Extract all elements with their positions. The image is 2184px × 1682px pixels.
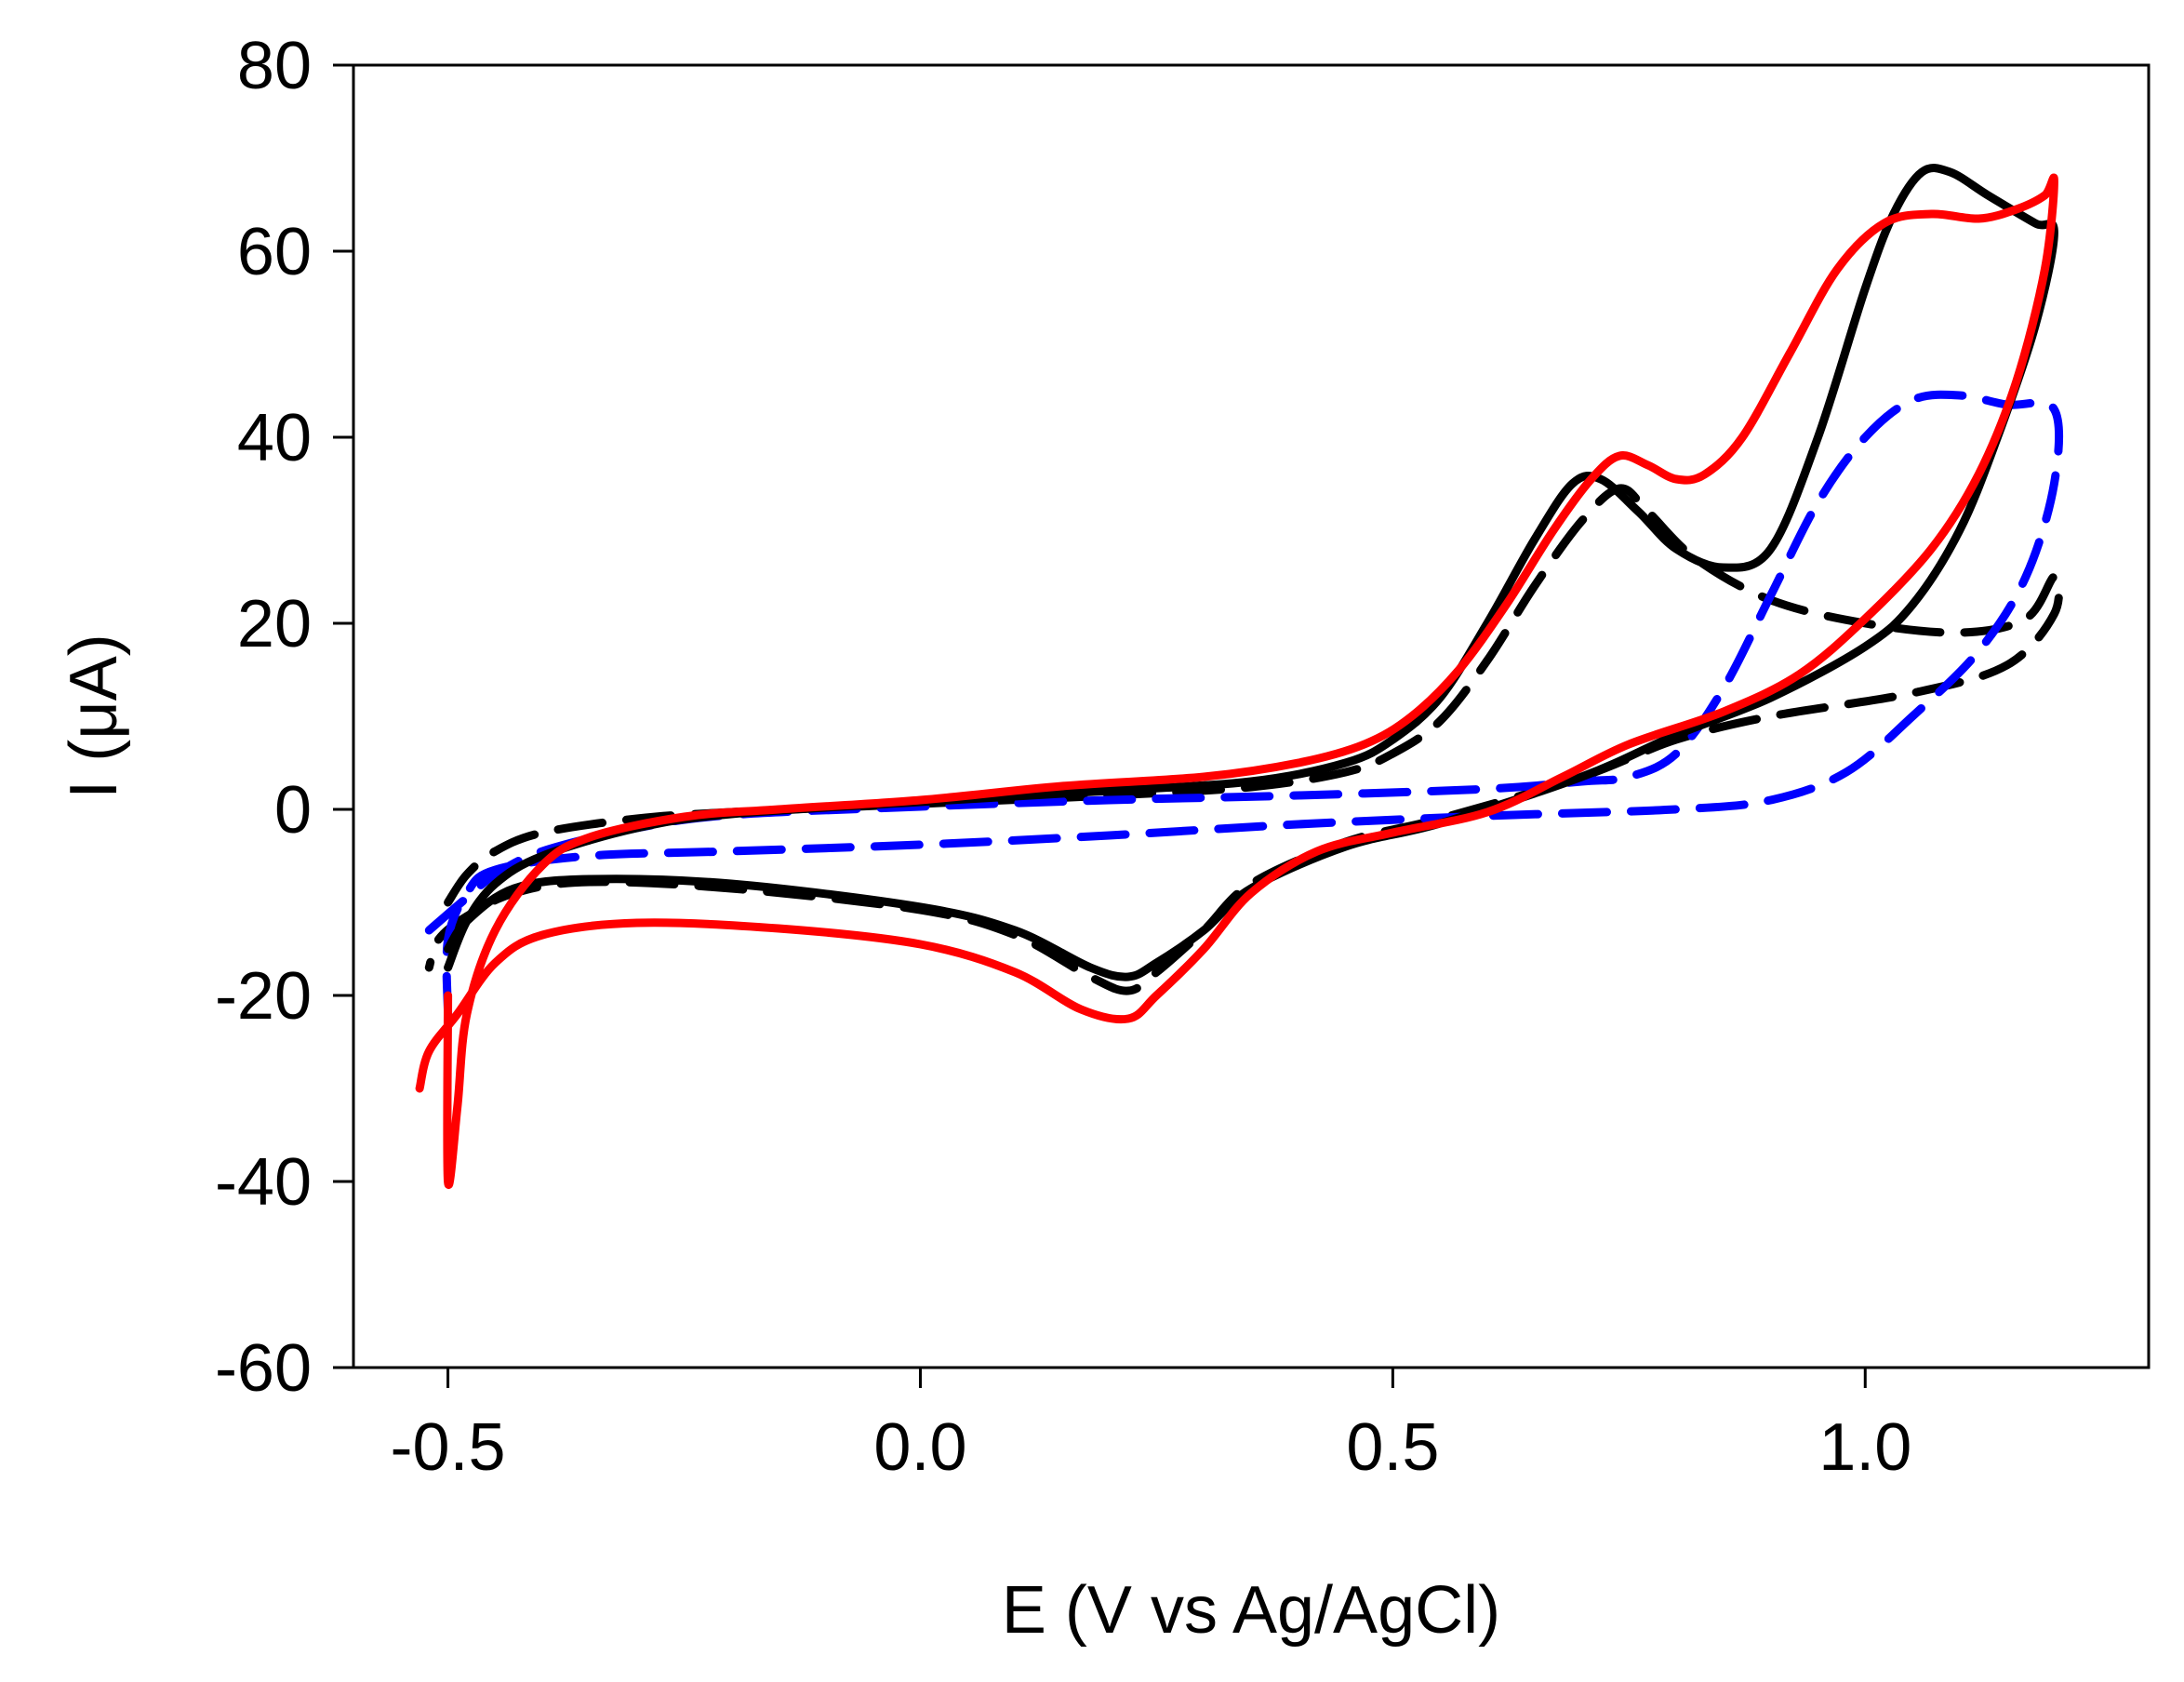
series-line-black-solid (444, 164, 2058, 981)
y-tick-label: 80 (237, 29, 312, 103)
x-tick-label: 0.0 (873, 1410, 966, 1485)
x-tick-label: 1.0 (1818, 1410, 1911, 1485)
x-tick-label: -0.5 (391, 1410, 506, 1485)
y-tick-label: 20 (237, 587, 312, 661)
y-tick-label: -40 (215, 1145, 312, 1220)
series-line-black-dashed (424, 484, 2063, 995)
y-tick-label: 0 (274, 773, 312, 848)
series-line-red-solid (415, 173, 2058, 1189)
x-axis-label: E (V vs Ag/AgCl) (1002, 1573, 1500, 1648)
plot-frame (352, 63, 2151, 1369)
y-axis-label: I (μA) (57, 634, 131, 798)
y-tick-label: -20 (215, 959, 312, 1034)
y-tick-label: 60 (237, 215, 312, 289)
y-tick-label: -60 (215, 1331, 312, 1406)
x-tick-label: 0.5 (1346, 1410, 1439, 1485)
y-tick-label: 40 (237, 401, 312, 475)
